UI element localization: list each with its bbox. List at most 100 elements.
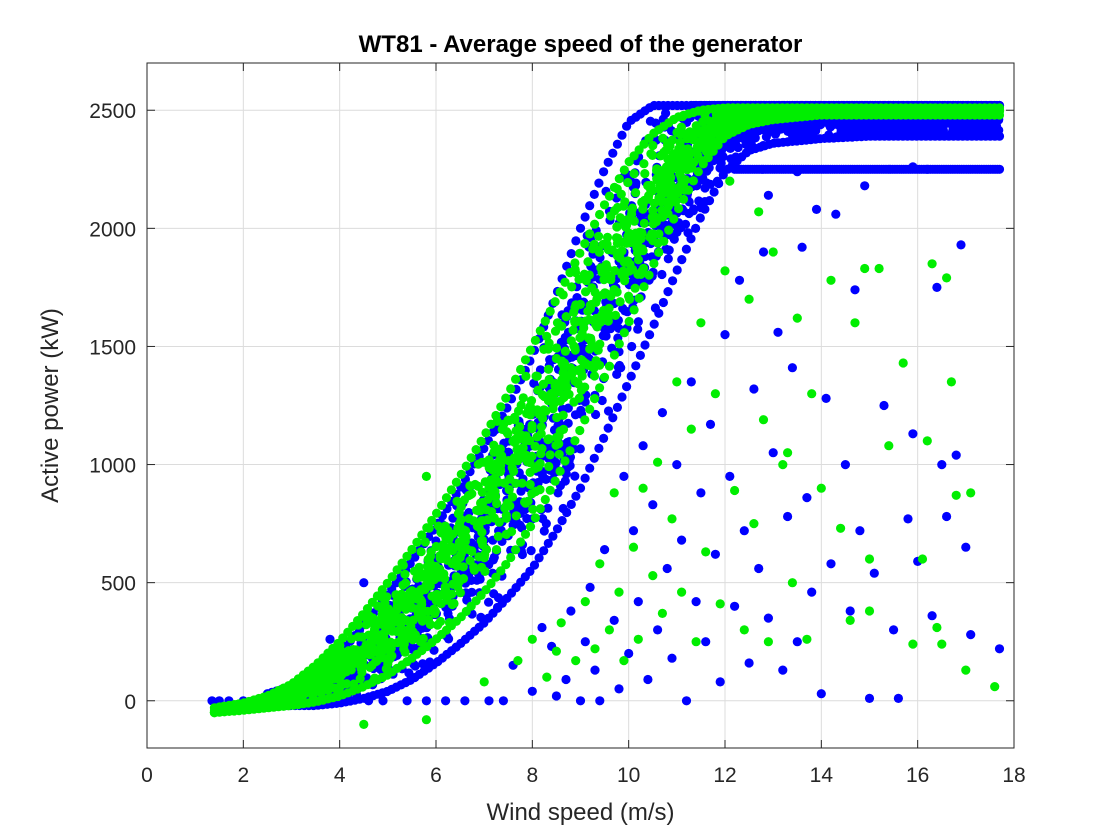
data-point <box>639 441 648 450</box>
data-point <box>636 351 645 360</box>
data-point <box>694 167 703 176</box>
data-point <box>822 394 831 403</box>
data-point <box>583 307 592 316</box>
data-point <box>441 696 450 705</box>
data-point <box>633 325 642 334</box>
data-point <box>730 486 739 495</box>
data-point <box>625 317 634 326</box>
data-point <box>710 127 719 136</box>
data-point <box>749 384 758 393</box>
data-point <box>358 632 367 641</box>
data-point <box>745 295 754 304</box>
data-point <box>364 696 373 705</box>
data-point <box>629 543 638 552</box>
data-point <box>422 715 431 724</box>
data-point <box>528 635 537 644</box>
data-point <box>677 588 686 597</box>
data-point <box>807 588 816 597</box>
data-point <box>740 526 749 535</box>
data-point <box>836 524 845 533</box>
data-point <box>590 371 599 380</box>
data-point <box>464 514 473 523</box>
data-point <box>716 599 725 608</box>
data-point <box>511 479 520 488</box>
data-point <box>620 165 629 174</box>
data-point <box>581 637 590 646</box>
data-point <box>585 201 594 210</box>
data-point <box>730 602 739 611</box>
data-point <box>599 275 608 284</box>
data-point <box>908 640 917 649</box>
data-point <box>860 181 869 190</box>
data-point <box>487 507 496 516</box>
data-point <box>552 354 561 363</box>
data-point <box>511 435 520 444</box>
data-point <box>567 249 576 258</box>
data-point <box>666 186 675 195</box>
data-point <box>431 607 440 616</box>
data-point <box>448 580 457 589</box>
data-point <box>554 384 563 393</box>
data-point <box>807 124 816 133</box>
data-point <box>778 666 787 675</box>
data-point <box>552 343 561 352</box>
data-point <box>600 373 609 382</box>
data-point <box>375 653 384 662</box>
data-point <box>908 162 917 171</box>
data-point <box>773 328 782 337</box>
data-point <box>826 559 835 568</box>
data-point <box>995 107 1004 116</box>
data-point <box>659 298 668 307</box>
data-point <box>672 377 681 386</box>
data-point <box>720 330 729 339</box>
data-point <box>640 219 649 228</box>
data-point <box>515 422 524 431</box>
data-point <box>552 691 561 700</box>
data-point <box>512 511 521 520</box>
data-point <box>448 559 457 568</box>
data-point <box>846 606 855 615</box>
data-point <box>558 516 567 525</box>
data-point <box>612 370 621 379</box>
data-point <box>664 254 673 263</box>
data-point <box>884 441 893 450</box>
data-point <box>585 464 594 473</box>
x-tick-label: 4 <box>334 764 346 787</box>
data-point <box>604 310 613 319</box>
data-point <box>664 174 673 183</box>
data-point <box>667 654 676 663</box>
data-point <box>502 530 511 539</box>
data-point <box>515 450 524 459</box>
data-point <box>417 547 426 556</box>
data-point <box>725 472 734 481</box>
data-point <box>870 569 879 578</box>
data-point <box>316 686 325 695</box>
data-point <box>478 498 487 507</box>
data-point <box>956 240 965 249</box>
data-point <box>610 183 619 192</box>
y-axis-title: Active power (kW) <box>37 308 64 503</box>
data-point <box>700 205 709 214</box>
data-point <box>521 530 530 539</box>
data-point <box>447 485 456 494</box>
data-point <box>484 696 493 705</box>
data-point <box>696 488 705 497</box>
data-point <box>452 497 461 506</box>
chart-title: WT81 - Average speed of the generator <box>359 31 803 58</box>
data-point <box>559 363 568 372</box>
data-point <box>625 260 634 269</box>
data-point <box>600 545 609 554</box>
data-point <box>462 462 471 471</box>
data-point <box>788 363 797 372</box>
data-point <box>663 287 672 296</box>
data-point <box>648 213 657 222</box>
data-point <box>952 491 961 500</box>
data-point <box>538 390 547 399</box>
data-point <box>674 204 683 213</box>
data-point <box>496 402 505 411</box>
data-point <box>793 167 802 176</box>
data-point <box>501 502 510 511</box>
data-point <box>560 278 569 287</box>
data-point <box>546 486 555 495</box>
data-point <box>995 132 1004 141</box>
